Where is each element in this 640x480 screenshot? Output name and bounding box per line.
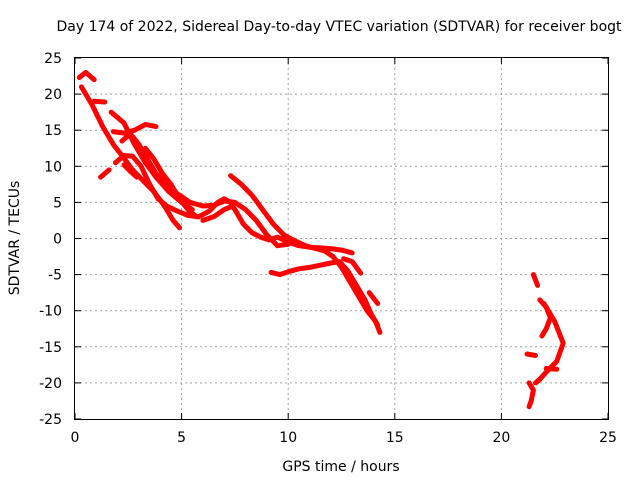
y-tick-label: -15	[39, 340, 62, 356]
x-axis-label: GPS time / hours	[282, 459, 399, 475]
plot-frame	[74, 57, 609, 420]
x-tick-labels: 0 5 10 15 20 25	[71, 430, 617, 446]
series-track-1	[76, 69, 97, 83]
series-track-9	[121, 162, 140, 180]
series-track-10	[142, 145, 199, 220]
y-tick-label: 15	[44, 123, 62, 139]
x-tick-label: 10	[279, 430, 297, 446]
series-track-15	[366, 290, 381, 306]
series-track-11	[200, 203, 236, 223]
x-tick-label: 15	[386, 430, 404, 446]
y-axis-label: SDTVAR / TECUs	[7, 181, 23, 296]
y-tick-label: -25	[39, 412, 62, 428]
series-track-6	[110, 121, 159, 136]
y-tick-label: 0	[53, 232, 62, 248]
series-track-4	[98, 167, 112, 180]
series-track-21	[543, 366, 560, 372]
y-tick-label: 5	[53, 195, 62, 211]
series-track-14	[341, 256, 364, 276]
y-tick-label: 25	[44, 51, 62, 67]
y-tick-labels: -25 -20 -15 -10 -5 0 5 10 15 20 25	[39, 51, 62, 428]
series-track-19	[524, 351, 538, 358]
x-tick-label: 5	[177, 430, 186, 446]
series-track-13	[268, 259, 381, 328]
chart-title: Day 174 of 2022, Sidereal Day-to-day VTE…	[56, 19, 622, 35]
x-tick-label: 25	[599, 430, 617, 446]
series-track-20	[526, 380, 536, 410]
y-tick-label: 20	[44, 87, 62, 103]
series-group	[76, 69, 566, 410]
x-tick-label: 0	[71, 430, 80, 446]
y-tick-label: 10	[44, 159, 62, 175]
series-track-2	[91, 98, 108, 105]
x-tick-label: 20	[492, 430, 510, 446]
y-tick-label: -20	[39, 376, 62, 392]
series-track-16	[530, 272, 541, 288]
series-track-12	[228, 173, 383, 335]
series-track-3	[78, 84, 182, 231]
series-track-8	[119, 131, 291, 249]
y-tick-label: -5	[48, 268, 62, 284]
series-track-18	[533, 301, 566, 386]
grid	[75, 58, 608, 419]
y-tick-label: -10	[39, 304, 62, 320]
